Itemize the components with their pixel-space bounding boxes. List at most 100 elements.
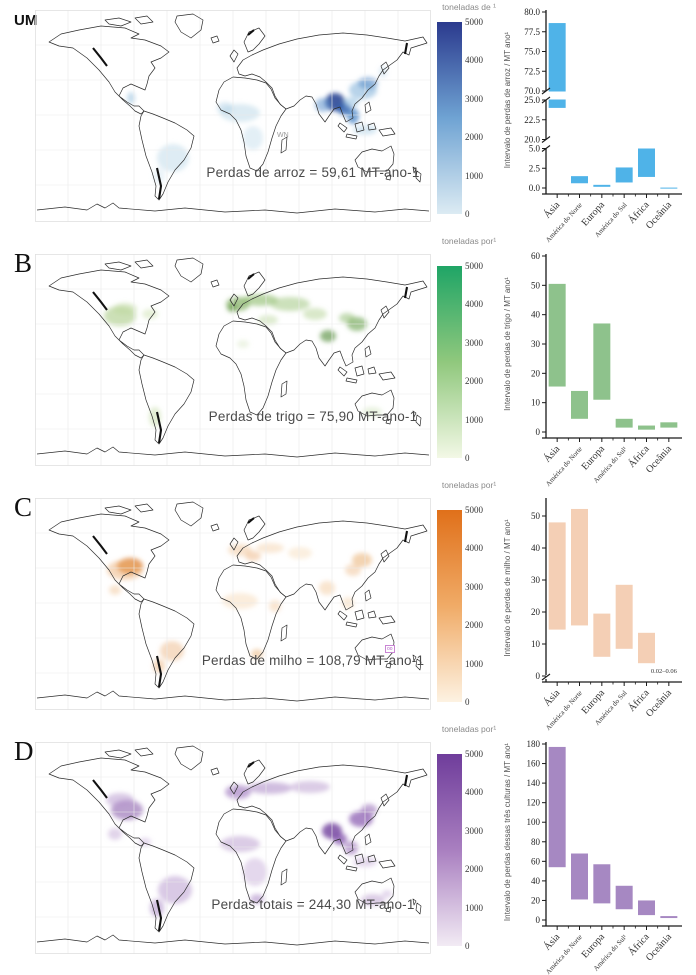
category-label: Ásia	[541, 931, 563, 953]
range-note: 0.02–0.06	[651, 668, 678, 675]
colorbar-ticks: 5000 4000 3000 2000 1000 0	[465, 261, 499, 463]
loss-patch	[358, 77, 378, 89]
range-bar	[615, 418, 633, 428]
loss-patch	[227, 304, 237, 312]
world-outline	[35, 498, 431, 710]
y-tick-label: 20	[531, 607, 541, 617]
panel-wheat: B Perdas de trigo = 75,90 MT-ano-1 tonelad…	[0, 236, 696, 488]
world-map-svg	[35, 498, 431, 710]
y-tick-label: 80	[531, 837, 541, 847]
y-tick-label: 20	[531, 368, 541, 378]
y-tick-label: 60	[531, 856, 541, 866]
range-bar	[548, 23, 566, 108]
interval-bar-chart: 0 10 20 30 40 50 60 Ásia América do Norte Europa A…	[500, 244, 696, 488]
colorbar-tick-label: 0	[465, 453, 470, 463]
colorbar-tick-label: 0	[465, 697, 470, 707]
loss-patch	[225, 785, 251, 799]
y-tick-label: 77.5	[524, 27, 540, 37]
category-label: Ásia	[541, 687, 563, 709]
y-tick-label: 10	[531, 398, 541, 408]
panel-total: D Perdas totais = 244,30 MT-ano-1 tonelada…	[0, 724, 696, 975]
y-tick-label: 120	[527, 798, 541, 808]
axis-break-band	[546, 91, 681, 100]
loss-total-caption: Perdas de trigo = 75,90 MT-ano-1	[208, 409, 418, 424]
interval-bar-chart: 0.0 2.5 5.0 20.0 22.5 25.0 70.0 72.5 75.0 77.5 80.…	[500, 0, 696, 244]
loss-patch	[339, 313, 355, 323]
loss-patch	[217, 102, 233, 114]
loss-patch	[107, 560, 143, 580]
colorbar-tick-label: 5000	[465, 505, 483, 515]
colorbar-tick-label: 3000	[465, 825, 483, 836]
range-bar	[571, 390, 588, 419]
range-bar	[548, 746, 566, 868]
y-ticks: 0 10 20 30 40 50	[531, 511, 546, 681]
y-tick-label: 10	[531, 639, 541, 649]
y-tick-label: 20.0	[524, 135, 540, 145]
loss-total-caption: Perdas de arroz = 59,61 MT-ano-1	[206, 165, 420, 180]
y-tick-label: 70.0	[524, 86, 540, 96]
y-tick-label: 0	[536, 427, 541, 437]
loss-patch	[303, 308, 327, 320]
y-tick-label: 30	[531, 575, 541, 585]
loss-patch	[127, 92, 135, 104]
colorbar-title: toneladas de ¹	[442, 2, 496, 12]
panel-maize: C Perdas de milho = 108,79 MT-ano-1 oo tone…	[0, 480, 696, 732]
loss-patch	[248, 782, 292, 794]
loss-patch	[352, 553, 372, 567]
world-map: Perdas de arroz = 59,61 MT-ano-1 WN	[35, 10, 431, 222]
colorbar	[437, 510, 462, 702]
loss-patch	[243, 858, 267, 886]
loss-patch	[243, 126, 263, 150]
world-outline	[35, 10, 431, 222]
colorbar-tick-label: 2000	[465, 132, 483, 143]
loss-patch	[290, 781, 330, 793]
loss-patch	[251, 649, 263, 659]
colorbar-ticks: 5000 4000 3000 2000 1000 0	[465, 505, 499, 707]
y-tick-label: 160	[527, 759, 541, 769]
y-tick-label: 75.0	[524, 47, 540, 57]
y-tick-label: 0	[536, 915, 541, 925]
y-axis-label: Intervalo de perdas de milho / MT ano¹	[503, 519, 512, 657]
loss-patch	[362, 407, 382, 417]
range-bar	[593, 323, 611, 400]
y-tick-label: 40	[531, 310, 541, 320]
colorbar-tick-label: 3000	[465, 337, 483, 348]
loss-patch	[113, 303, 137, 315]
category-label: Ásia	[541, 199, 563, 221]
y-axis-label: Intervalo de perdas dessas três culturas…	[503, 743, 512, 921]
map-annotation-marker: oo	[385, 645, 395, 653]
colorbar-tick-label: 5000	[465, 749, 483, 759]
colorbar-tick-label: 3000	[465, 93, 483, 104]
panel-letter: C	[14, 492, 33, 522]
loss-patch	[245, 551, 261, 561]
category-label: Oceânia	[644, 931, 674, 963]
world-map-svg	[35, 10, 431, 222]
loss-patch	[160, 641, 184, 661]
y-tick-label: 30	[531, 339, 541, 349]
loss-patch	[220, 836, 260, 852]
y-axis-label: Intervalo de perdas de trigo / MT ano¹	[503, 277, 512, 411]
loss-patch	[343, 97, 359, 107]
loss-patch	[269, 600, 281, 612]
range-bar	[660, 916, 678, 919]
y-tick-label: 40	[531, 543, 541, 553]
y-tick-label: 0	[536, 671, 541, 681]
loss-total-caption: Perdas totais = 244,30 MT-ano-1	[211, 897, 415, 912]
category-label: Oceânia	[644, 199, 674, 231]
colorbar-title: toneladas por¹	[441, 236, 497, 246]
world-outline	[35, 254, 431, 466]
range-bar	[638, 900, 655, 916]
break-marks	[541, 673, 551, 681]
colorbar-ticks: 5000 4000 3000 2000 1000 0	[465, 17, 499, 219]
colorbar	[437, 22, 462, 214]
crop-loss-shading	[104, 294, 382, 427]
y-tick-label: 50	[531, 280, 541, 290]
range-bar	[571, 508, 588, 626]
colorbar-tick-label: 2000	[465, 620, 483, 631]
y-axis-label: Intervalo de perdas de arroz / MT ano¹	[503, 31, 512, 168]
axes	[542, 498, 682, 683]
range-bar	[660, 187, 678, 189]
interval-bar-chart: 0 20 40 60 80 100 120 140 160 180 Ásia América do N…	[500, 732, 696, 975]
